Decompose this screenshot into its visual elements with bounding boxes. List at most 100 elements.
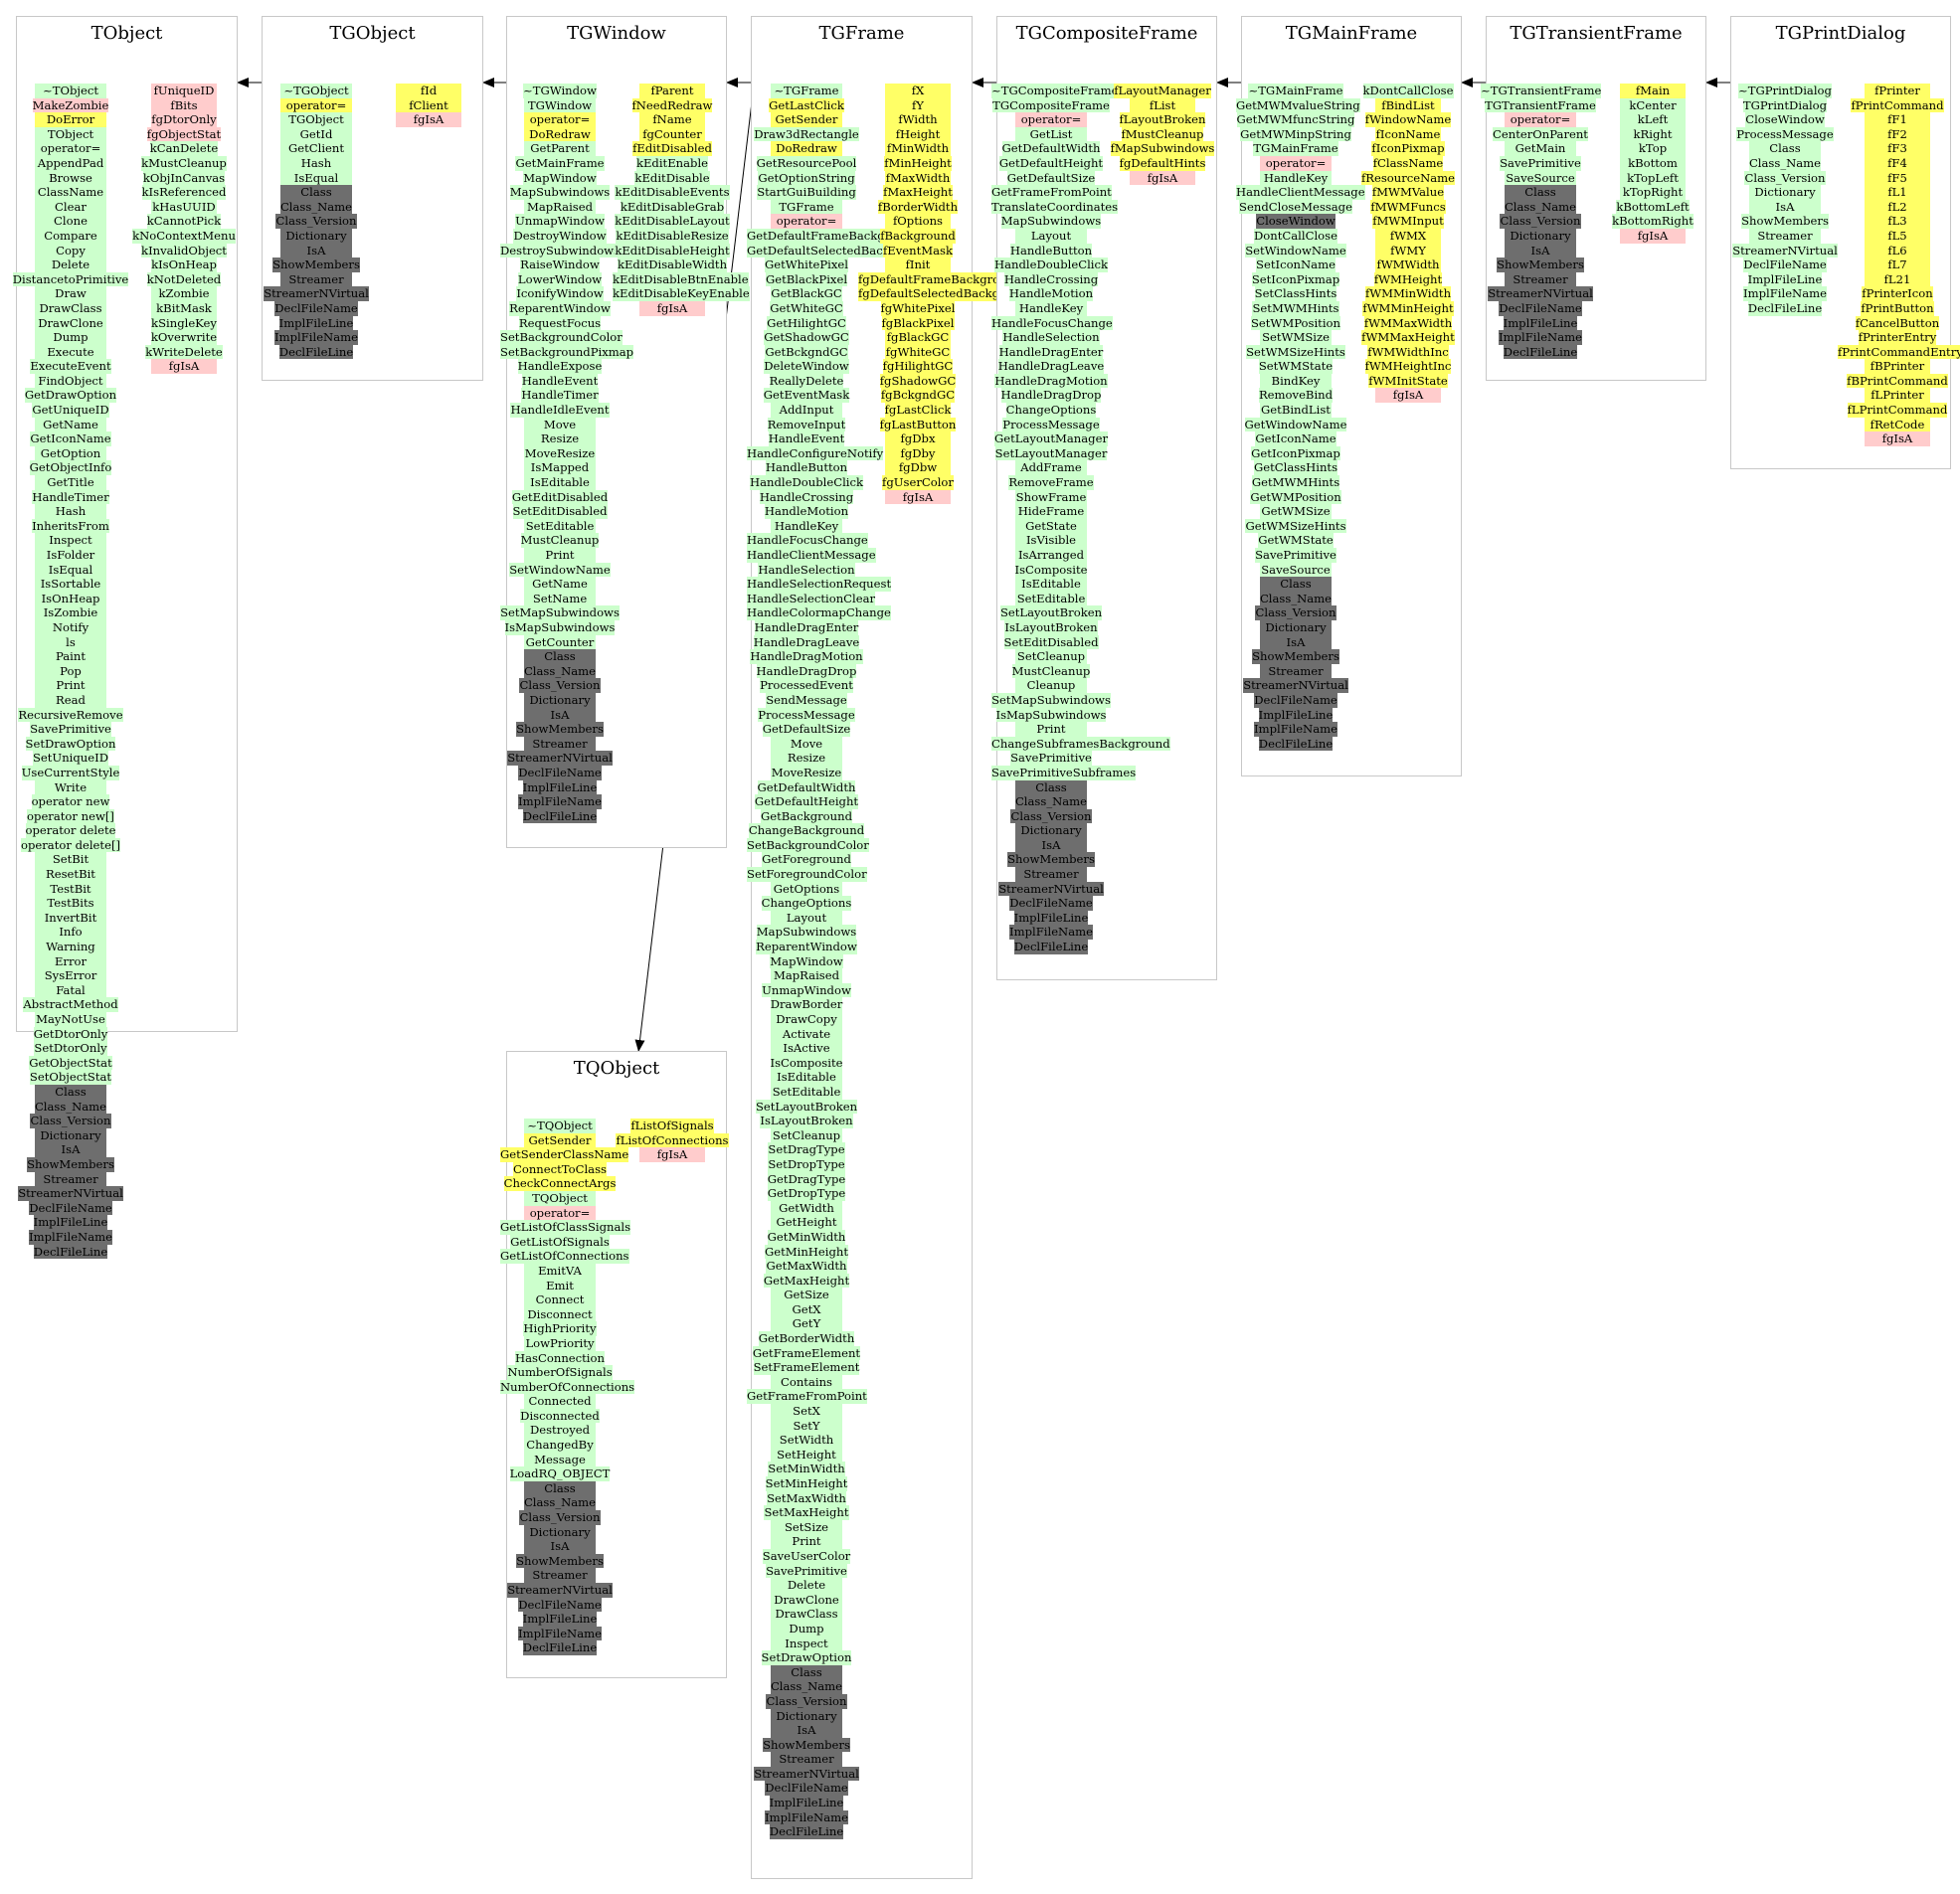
member-item-label: kEditDisableResize [616, 228, 729, 244]
member-item-label: fIconName [1375, 126, 1441, 142]
method-item-label: Class_Name [1748, 155, 1822, 171]
method-item-label: Class_Version [519, 1510, 601, 1525]
method-item: ImplFileName [1725, 286, 1845, 301]
member-item-label: fWMHeightInc [1364, 359, 1452, 374]
method-item-label: Write [35, 779, 106, 795]
method-item-label: SetDrawOption [761, 1650, 852, 1665]
method-item-label: MustCleanup [520, 533, 600, 548]
member-item-label: fF1 [1865, 112, 1930, 127]
method-item-label: SysError [35, 968, 106, 983]
method-item-label: SaveUserColor [762, 1548, 851, 1564]
method-item-label: Resize [524, 431, 596, 446]
method-item: Cleanup [991, 678, 1111, 693]
method-item: GetClassHints [1236, 460, 1355, 476]
method-item-label: SetIconName [1256, 258, 1336, 272]
method-item: GetMWMHints [1236, 475, 1355, 490]
method-item-label: ImplFileLine [33, 1215, 108, 1230]
method-item: operator= [991, 112, 1111, 127]
method-item: Dictionary [257, 228, 376, 244]
member-item: fgHilightGC [858, 359, 978, 374]
method-item-label: SetEditDisabled [1003, 634, 1099, 650]
method-item-label: GetHeight [771, 1215, 842, 1230]
method-item-label: Streamer [771, 1752, 842, 1767]
method-item-label: ShowMembers [1252, 649, 1339, 664]
method-item-label: Class [524, 1480, 596, 1496]
method-item: AbstractMethod [11, 997, 130, 1012]
member-item-label: fWMMinWidth [1364, 286, 1452, 301]
member-item-label: fNeedRedraw [631, 97, 713, 113]
method-item-label: ShowFrame [1015, 489, 1087, 505]
method-item-label: GetWMSize [1260, 504, 1332, 519]
member-item-label: fId [396, 84, 461, 98]
method-item-label: InvertBit [35, 910, 106, 926]
member-item-label: fgObjectStat [146, 126, 222, 142]
method-item: GetMWMfuncString [1236, 112, 1355, 127]
method-item-label: HandleDoubleClick [993, 258, 1109, 272]
method-item: TGWindow [500, 97, 620, 113]
method-item-label: HasConnection [515, 1350, 605, 1366]
member-item-label: fWMInitState [1368, 373, 1448, 389]
method-item: Contains [747, 1374, 866, 1390]
method-item: SetLayoutBroken [991, 605, 1111, 620]
members-column: fLayoutManager fList fLayoutBroken fMustCle… [1103, 84, 1222, 186]
member-item-label: fPrintButton [1861, 300, 1934, 316]
method-item-label: IsA [524, 1539, 596, 1554]
method-item-label: HandleMotion [764, 504, 849, 519]
class-title: TGPrintDialog [1775, 23, 1906, 44]
method-item-label: HandleEvent [521, 373, 599, 389]
member-item-label: kWriteDelete [145, 344, 223, 360]
method-item: IsComposite [747, 1055, 866, 1071]
method-item-label: SetDtorOnly [34, 1041, 107, 1056]
member-item-label: fPrintCommandEntry [1838, 344, 1960, 360]
method-item: GetState [991, 518, 1111, 534]
method-item: ClassName [11, 185, 130, 200]
method-item: DestroySubwindows [500, 243, 621, 258]
method-item: Class [500, 1480, 620, 1496]
method-item-label: SavePrimitiveSubframes [991, 765, 1137, 780]
method-item-label: SetWMSizeHints [1246, 344, 1345, 360]
method-item-label: GetY [771, 1316, 842, 1332]
member-item: fgObjectStat [124, 126, 244, 142]
method-item-label: Streamer [524, 736, 596, 752]
member-item-label: kEditDisableKeyEnable [613, 286, 750, 301]
method-item-label: Dictionary [1015, 823, 1087, 838]
method-item: HandleDragMotion [747, 649, 866, 664]
method-item: GetWMState [1236, 533, 1355, 548]
method-item: GetEditDisabled [500, 489, 620, 505]
method-item: ImplFileLine [1725, 271, 1845, 287]
method-item-label: ~TGTransientFrame [1481, 84, 1602, 98]
members-column: fListOfSignals fListOfConnections fgIsA [613, 1119, 732, 1162]
member-item: fgBlackGC [858, 330, 978, 345]
method-item-label: IsComposite [1014, 562, 1088, 578]
method-item: Notify [11, 619, 130, 635]
method-item: GetObjectStat [11, 1055, 130, 1071]
method-item-label: HideFrame [1015, 504, 1087, 519]
method-item: AppendPad [11, 155, 130, 171]
method-item: ~TQObject [500, 1119, 620, 1133]
method-item: InvertBit [11, 910, 130, 926]
method-item-label: MustCleanup [1011, 663, 1091, 679]
method-item-label: DeclFileLine [1258, 736, 1334, 752]
method-item: SetMapSubwindows [500, 605, 620, 620]
method-item-label: SavePrimitive [30, 722, 111, 737]
method-item-label: SetIconPixmap [1251, 271, 1340, 287]
methods-column: ~TGMainFrame GetMWMvalueString GetMWMfuncS… [1236, 84, 1365, 752]
method-item: Disconnected [500, 1408, 620, 1424]
method-item-label: Streamer [1260, 663, 1332, 679]
member-item: fMWMValue [1348, 185, 1468, 200]
method-item-label: IsA [1505, 243, 1576, 258]
method-item: SetWMState [1236, 359, 1355, 374]
method-item: StreamerNVirtual [747, 1766, 866, 1782]
method-item-label: Class_Version [1010, 808, 1092, 824]
method-item-label: HandleDragLeave [753, 634, 860, 650]
method-item: HandleButton [991, 243, 1111, 258]
method-item-label: GetWMSizeHints [1245, 518, 1346, 534]
method-item-label: Warning [35, 940, 106, 954]
method-item-label: IsA [1260, 634, 1332, 650]
member-item-label: fOptions [885, 214, 951, 229]
methods-column: ~TGPrintDialog TGPrintDialog CloseWindow Pr… [1725, 84, 1845, 316]
method-item: GetMaxHeight [747, 1273, 866, 1289]
method-item-label: DeclFileName [518, 1597, 602, 1613]
method-item-label: ImplFileLine [1503, 315, 1578, 331]
method-item-label: DrawClass [771, 1607, 842, 1622]
